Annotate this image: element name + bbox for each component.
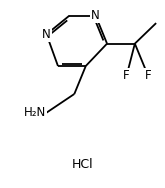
Text: N: N [91,9,100,22]
Text: F: F [123,69,130,82]
Text: N: N [42,28,51,41]
Text: F: F [145,69,151,82]
Text: H₂N: H₂N [24,106,47,119]
Text: HCl: HCl [72,158,93,171]
